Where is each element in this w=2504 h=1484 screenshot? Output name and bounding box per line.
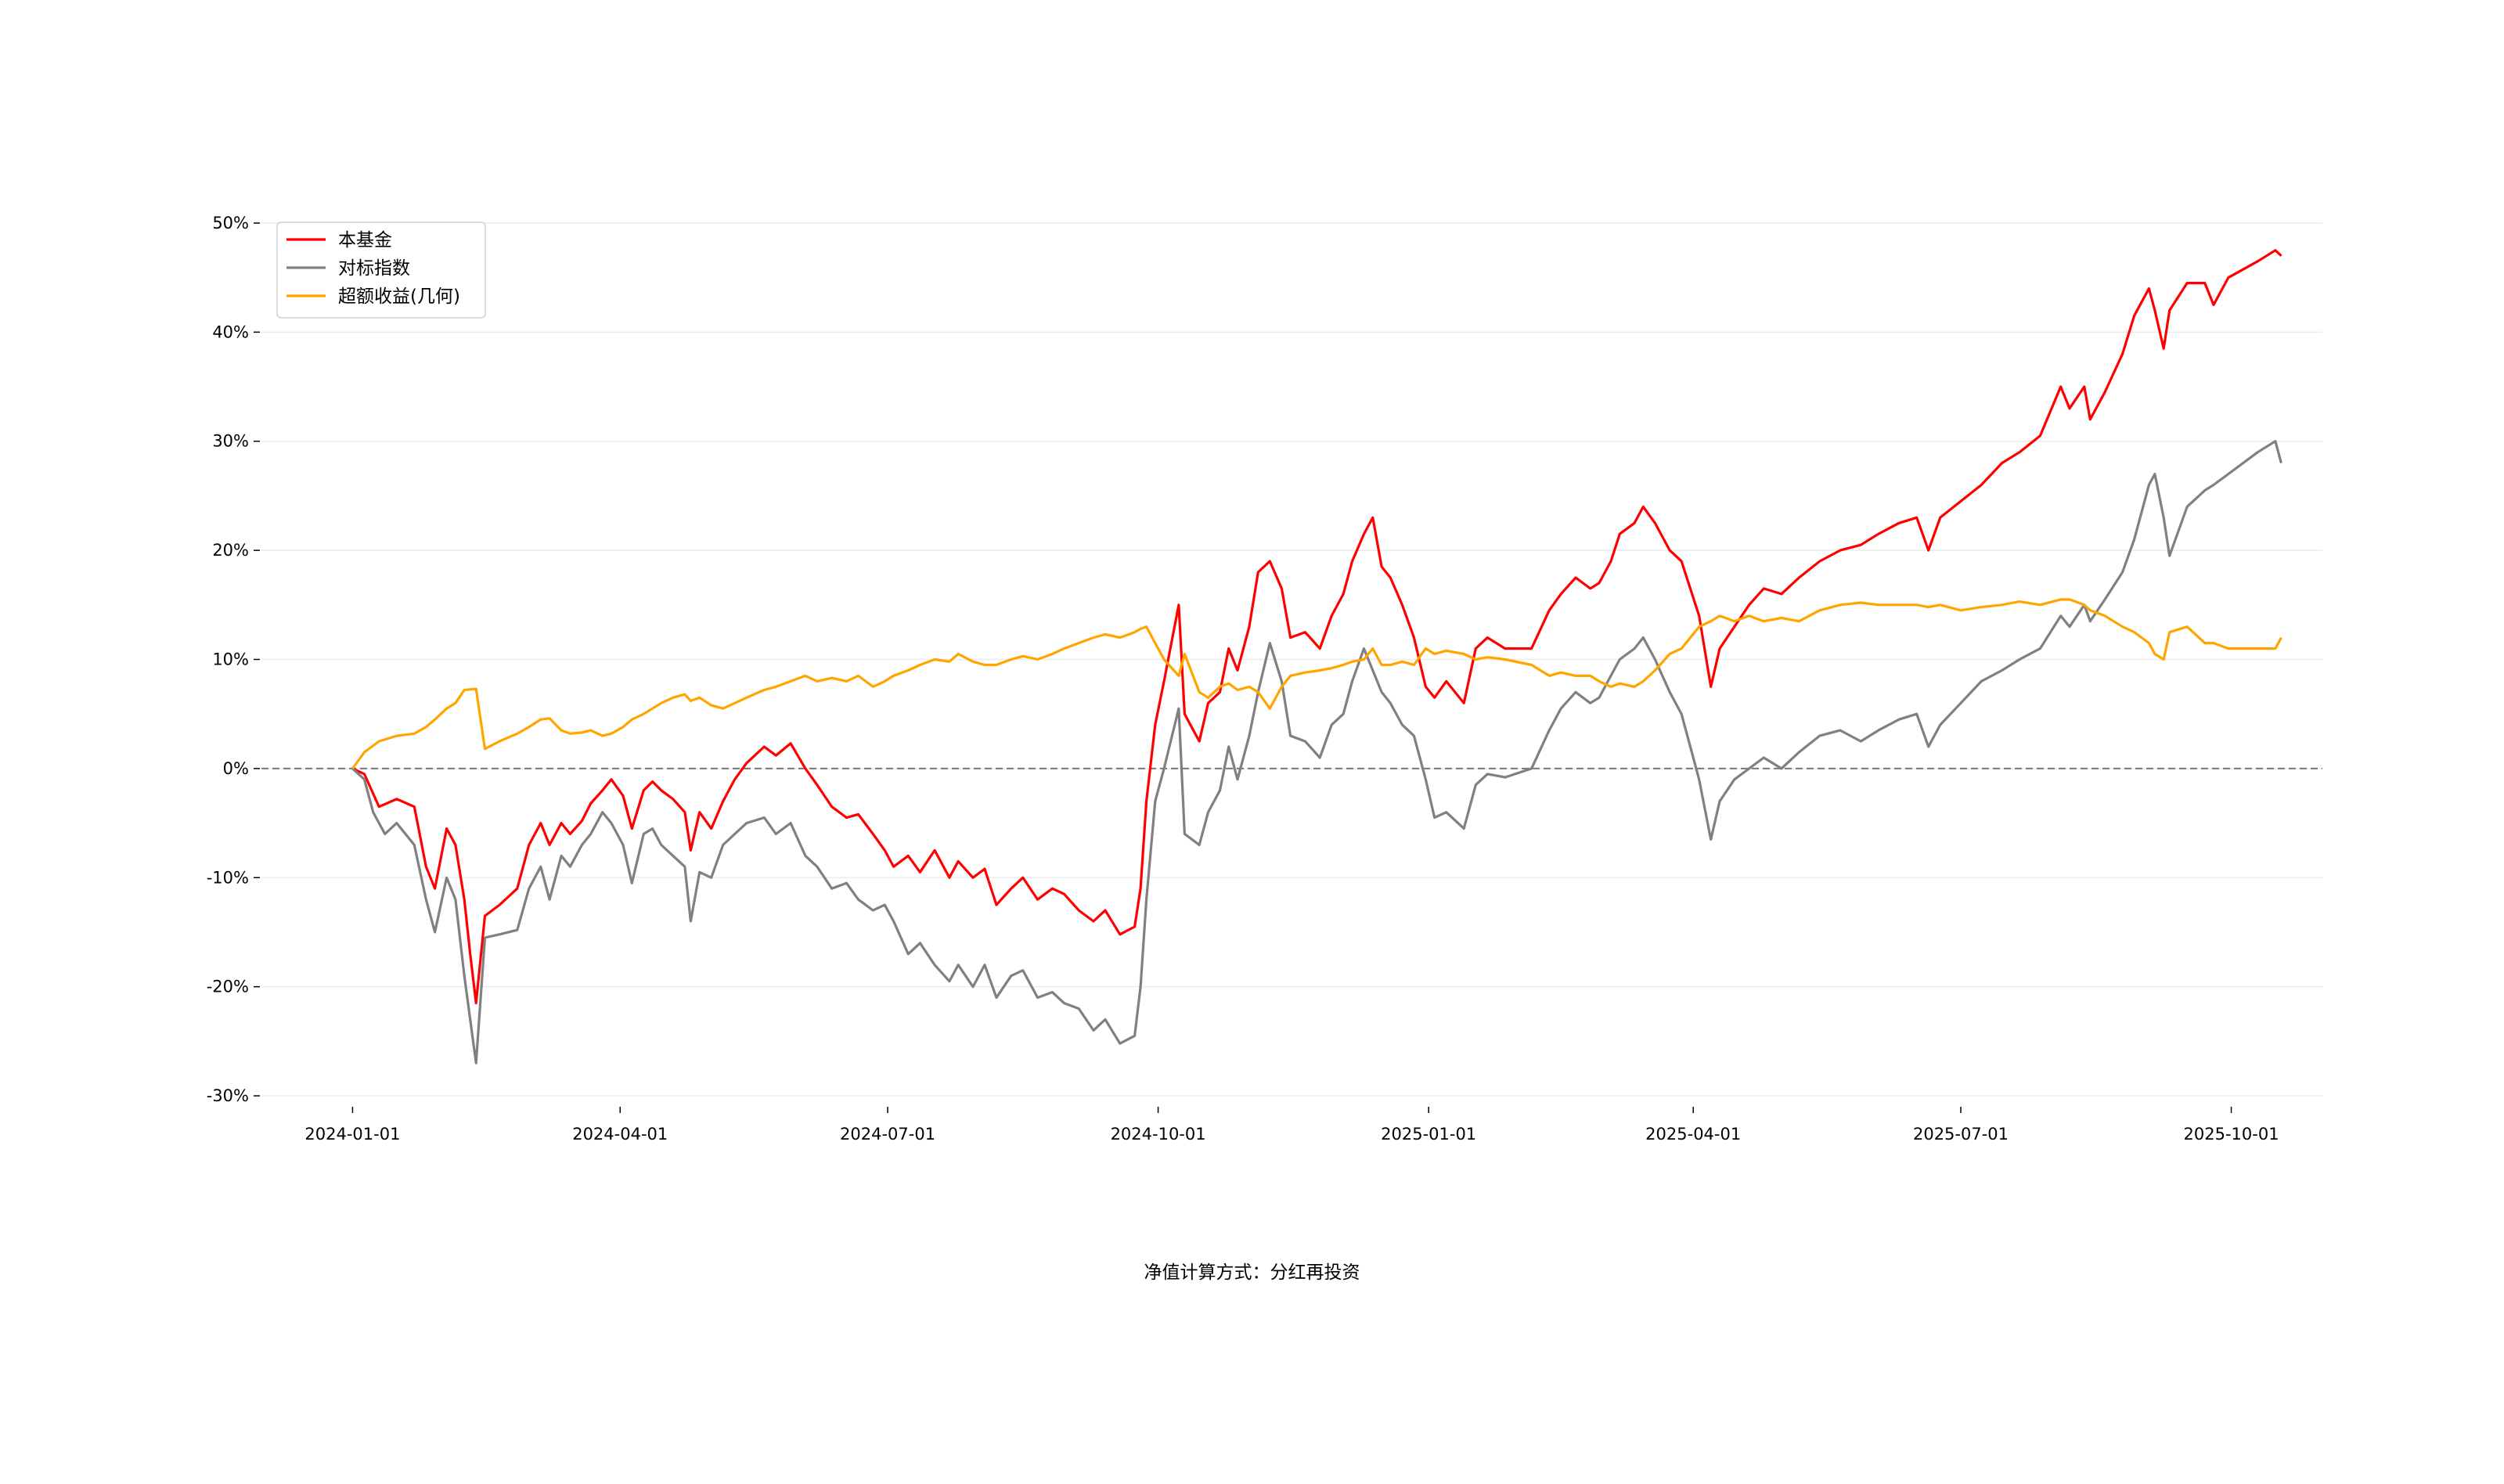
x-tick-label: 2024-10-01 bbox=[1111, 1125, 1206, 1144]
y-tick-label: -20% bbox=[207, 978, 249, 996]
x-tick-label: 2025-01-01 bbox=[1381, 1125, 1476, 1144]
y-tick-label: 30% bbox=[212, 432, 249, 451]
x-tick-label: 2025-04-01 bbox=[1645, 1125, 1741, 1144]
y-tick-label: 50% bbox=[212, 214, 249, 232]
y-tick-label: 20% bbox=[212, 541, 249, 560]
legend-label: 超额收益(几何) bbox=[338, 286, 460, 307]
series-lines bbox=[351, 249, 2282, 1064]
x-tick-label: 2024-01-01 bbox=[304, 1125, 400, 1144]
y-axis: 50% 40% 30% 20% 10% 0% -10% -20% -30% bbox=[207, 214, 260, 1105]
y-tick-label: 40% bbox=[212, 322, 249, 341]
series-line-1 bbox=[351, 249, 2282, 1005]
legend-label: 对标指数 bbox=[338, 258, 410, 279]
y-tick-label: 10% bbox=[212, 650, 249, 669]
series-line-2 bbox=[351, 440, 2282, 1064]
legend-label: 本基金 bbox=[338, 230, 392, 250]
x-tick-label: 2025-07-01 bbox=[1913, 1125, 2009, 1144]
gridlines bbox=[261, 222, 2322, 1097]
x-tick-label: 2025-10-01 bbox=[2184, 1125, 2279, 1144]
y-tick-label: -10% bbox=[207, 868, 249, 887]
series-line-3 bbox=[351, 598, 2282, 769]
x-tick-label: 2024-04-01 bbox=[572, 1125, 668, 1144]
x-axis: 2024-01-01 2024-04-01 2024-07-01 2024-10-01… bbox=[304, 1107, 2279, 1144]
y-tick-label: 0% bbox=[223, 759, 249, 778]
nav-calculation-note: 净值计算方式：分红再投资 bbox=[1144, 1262, 1360, 1283]
y-tick-label: -30% bbox=[207, 1086, 249, 1105]
x-tick-label: 2024-07-01 bbox=[840, 1125, 935, 1144]
legend-box bbox=[276, 222, 486, 319]
